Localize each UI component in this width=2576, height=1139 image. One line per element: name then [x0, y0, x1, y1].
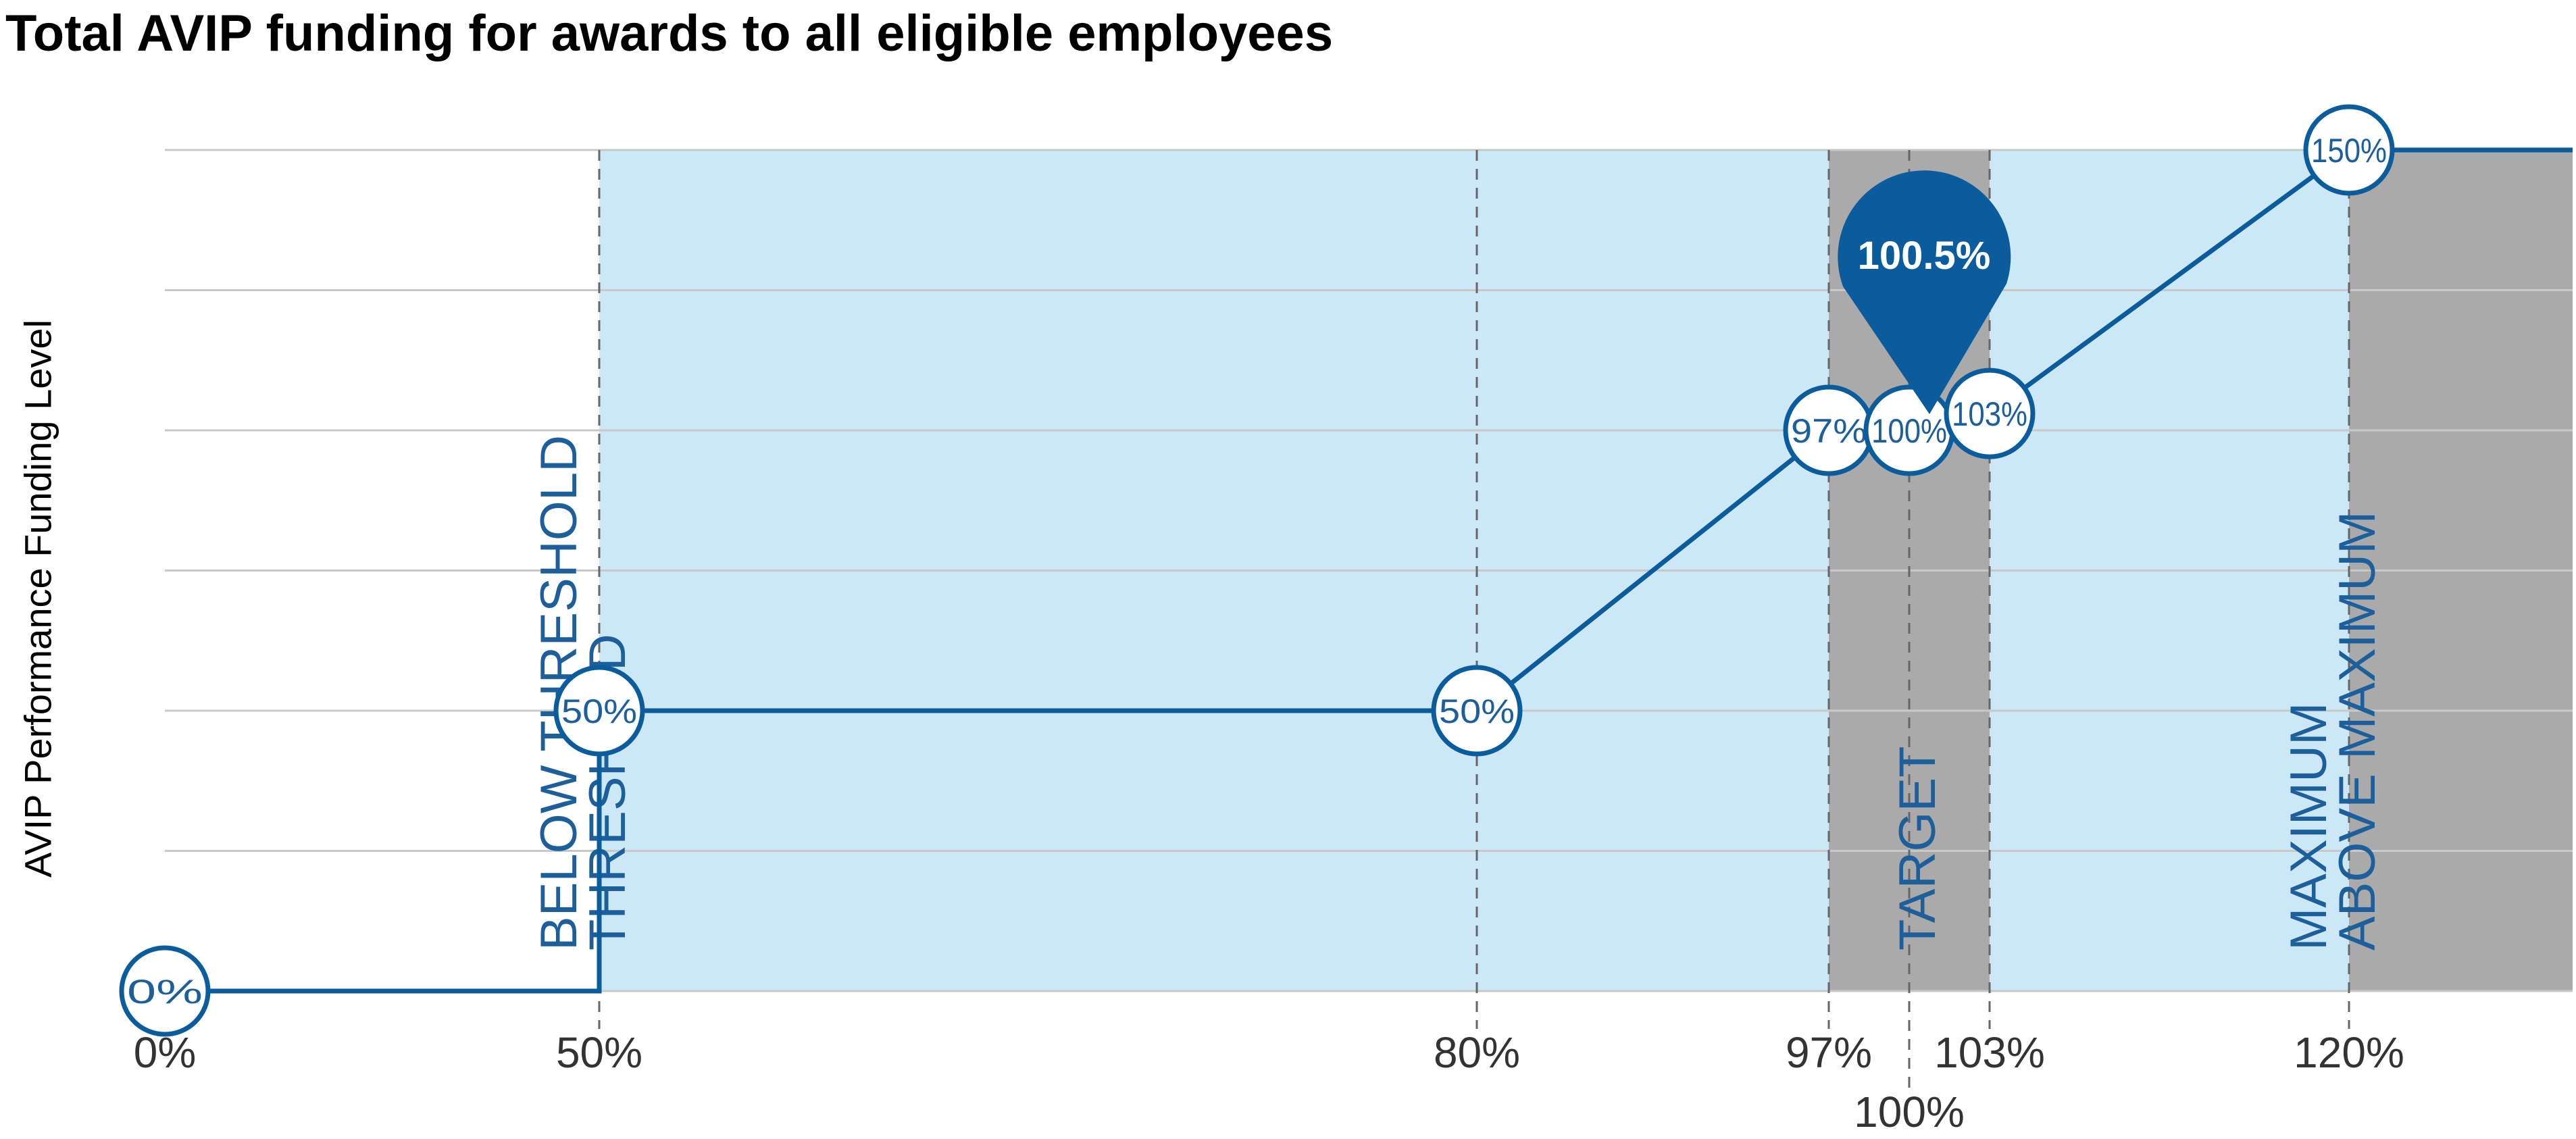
- point-marker: [1944, 368, 2036, 459]
- zone-label: TARGET: [1889, 746, 1946, 951]
- point-label: 50%: [1439, 692, 1515, 730]
- x-tick-label: 100%: [1854, 1088, 1965, 1136]
- point-label: 150%: [2311, 132, 2387, 170]
- x-tick-label: 80%: [1434, 1028, 1520, 1077]
- point-label: 100%: [1871, 412, 1947, 450]
- callout: 100.5%: [1838, 170, 2011, 415]
- point-label: 0%: [127, 973, 203, 1011]
- callout-label: 100.5%: [1858, 234, 1991, 278]
- point-label: 103%: [1952, 395, 2027, 433]
- point-label: 50%: [561, 692, 637, 730]
- x-axis-ticks: 0% 50% 80% 97% 100% 103% 120%: [134, 1028, 2404, 1136]
- chart-title: Total AVIP funding for awards to all eli…: [5, 5, 1334, 62]
- x-tick-label: 120%: [2294, 1028, 2404, 1077]
- callout-pin: [1838, 170, 2011, 415]
- point-marker: [1431, 665, 1523, 757]
- x-tick-label: 103%: [1934, 1028, 2045, 1077]
- x-tick-label: 0%: [134, 1028, 197, 1077]
- point-marker: [119, 945, 211, 1037]
- zone-label: MAXIMUM: [2280, 703, 2338, 951]
- point-label: 97%: [1791, 412, 1867, 450]
- point-marker: [553, 665, 645, 757]
- x-tick-label: 97%: [1786, 1028, 1872, 1077]
- point-marker: [2303, 104, 2395, 196]
- point-markers: 0% 50% 50% 97% 100% 103% 150%: [119, 104, 2395, 1037]
- x-tick-label: 50%: [556, 1028, 642, 1077]
- zone-label: ABOVE MAXIMUM: [2329, 511, 2386, 951]
